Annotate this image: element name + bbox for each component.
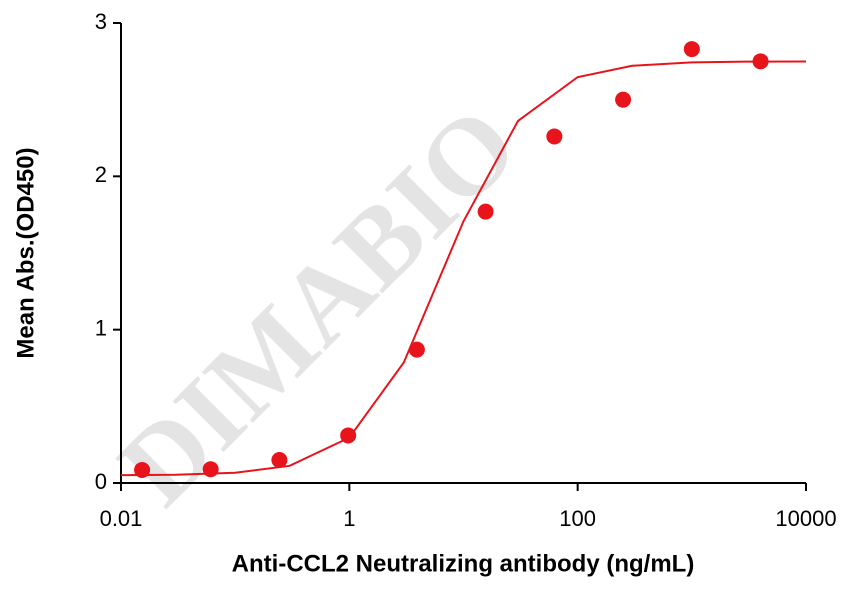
- data-point: [615, 92, 631, 108]
- y-tick-label: 1: [95, 315, 107, 340]
- data-point: [340, 427, 356, 443]
- x-axis-title: Anti-CCL2 Neutralizing antibody (ng/mL): [232, 550, 695, 577]
- x-tick-label: 10000: [775, 506, 836, 531]
- x-tick-label: 100: [559, 506, 596, 531]
- y-axis-title: Mean Abs.(OD450): [12, 147, 39, 358]
- data-point: [753, 53, 769, 69]
- x-tick-label: 0.01: [100, 506, 143, 531]
- data-point: [478, 204, 494, 220]
- data-point: [546, 128, 562, 144]
- data-point: [409, 342, 425, 358]
- data-point: [684, 41, 700, 57]
- chart: DIMABIO Anti-CCL2 Neutralizing antibody …: [0, 0, 852, 584]
- y-tick-label: 2: [95, 162, 107, 187]
- data-point: [134, 462, 150, 478]
- page: DIMABIO Anti-CCL2 Neutralizing antibody …: [0, 0, 852, 589]
- data-point: [271, 452, 287, 468]
- data-point: [203, 461, 219, 477]
- watermark: DIMABIO: [96, 83, 541, 528]
- x-tick-label: 1: [343, 506, 355, 531]
- y-tick-label: 0: [95, 469, 107, 494]
- y-tick-label: 3: [95, 9, 107, 34]
